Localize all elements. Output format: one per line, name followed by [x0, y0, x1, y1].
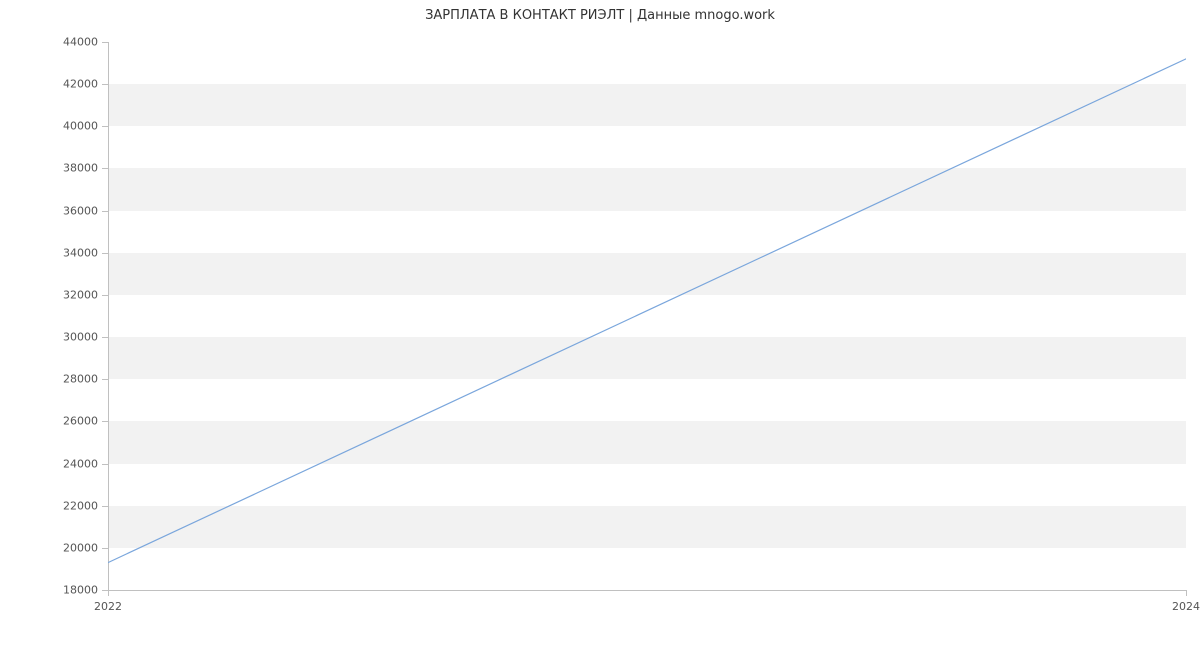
series-layer [108, 42, 1186, 590]
x-tick-label: 2024 [1172, 600, 1200, 613]
x-axis-line [108, 590, 1186, 591]
y-tick-label: 22000 [63, 499, 98, 512]
y-tick-label: 26000 [63, 415, 98, 428]
x-tick [108, 590, 109, 596]
y-tick-label: 18000 [63, 584, 98, 597]
y-tick-label: 28000 [63, 373, 98, 386]
chart-title: ЗАРПЛАТА В КОНТАКТ РИЭЛТ | Данные mnogo.… [0, 8, 1200, 23]
y-tick-label: 40000 [63, 120, 98, 133]
y-tick-label: 20000 [63, 541, 98, 554]
x-tick [1186, 590, 1187, 596]
y-tick-label: 32000 [63, 288, 98, 301]
series-line-salary [108, 59, 1186, 563]
x-tick-label: 2022 [94, 600, 122, 613]
plot-area: 1800020000220002400026000280003000032000… [108, 42, 1186, 590]
y-tick-label: 30000 [63, 331, 98, 344]
y-tick-label: 24000 [63, 457, 98, 470]
salary-line-chart: ЗАРПЛАТА В КОНТАКТ РИЭЛТ | Данные mnogo.… [0, 0, 1200, 650]
y-tick-label: 42000 [63, 78, 98, 91]
y-tick-label: 34000 [63, 246, 98, 259]
y-tick-label: 38000 [63, 162, 98, 175]
y-tick-label: 44000 [63, 36, 98, 49]
y-tick-label: 36000 [63, 204, 98, 217]
